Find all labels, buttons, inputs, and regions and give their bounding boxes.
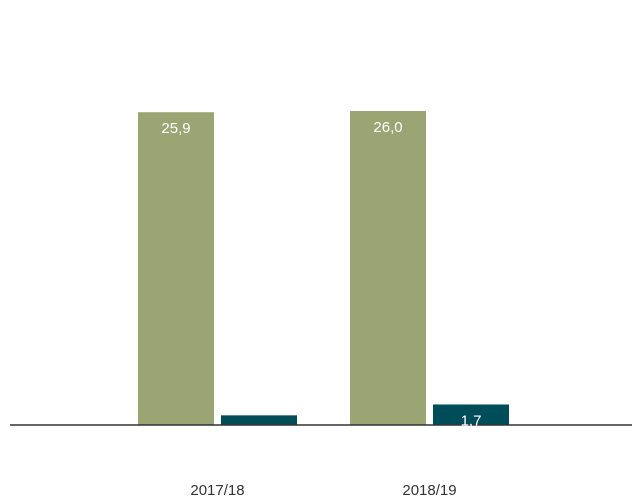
labels-group: 25,9 0,8 2017/18 26,0 1,7 2018/19 bbox=[161, 119, 481, 497]
x-tick-label: 2018/19 bbox=[402, 482, 456, 497]
bar-value-label: 26,0 bbox=[373, 119, 402, 136]
bar-1-1 bbox=[433, 404, 509, 425]
bar-value-label: 1,7 bbox=[461, 412, 482, 429]
bar-1-0 bbox=[350, 111, 426, 425]
bar-0-1 bbox=[221, 415, 297, 425]
bars-group bbox=[138, 111, 509, 425]
bar-0-0 bbox=[138, 112, 214, 425]
x-tick-label: 2017/18 bbox=[190, 482, 244, 497]
bar-value-label: 25,9 bbox=[161, 120, 190, 137]
bar-value-label: 0,8 bbox=[249, 423, 270, 440]
